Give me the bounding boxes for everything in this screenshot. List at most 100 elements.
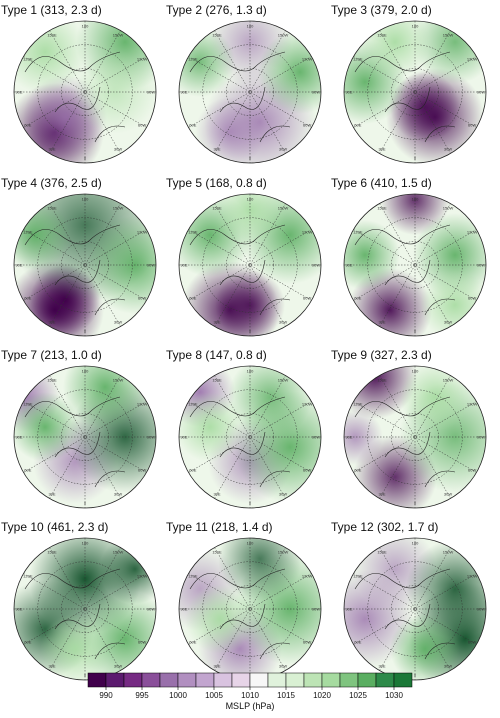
longitude-label: 120W (467, 402, 478, 407)
meridian (23, 229, 147, 301)
meridian (188, 56, 312, 128)
longitude-label: 30W (279, 320, 287, 325)
coastline (189, 568, 291, 660)
panel-title: Type 9 (327, 2.3 d) (331, 348, 432, 362)
longitude-label: 0 (84, 501, 87, 506)
colorbar-box (285, 672, 305, 688)
longitude-label: 60W (303, 468, 311, 473)
colorbar-tick-label: 1000 (169, 691, 187, 700)
coastline (354, 224, 456, 316)
longitude-label: 90E (180, 263, 187, 268)
mslp-field (344, 538, 486, 680)
longitude-label: 60W (138, 640, 146, 645)
longitude-label: 150W (113, 32, 124, 37)
longitude-label: 30W (114, 664, 122, 669)
colorbar-box (123, 672, 143, 688)
map-panel: Type 6 (410, 1.5 d) 180 150E 120E 90E 60E 30E 0… (331, 176, 487, 337)
latitude-circle (226, 68, 274, 116)
panel-title: Type 6 (410, 1.5 d) (331, 176, 432, 190)
pressure-blob (413, 213, 486, 297)
longitude-label: 60E (189, 296, 196, 301)
panel-title: Type 10 (461, 2.3 d) (1, 520, 108, 534)
latitude-circle (391, 413, 439, 461)
colorbar-box (321, 672, 341, 688)
longitude-label: 30W (114, 147, 122, 152)
longitude-label: 90W (477, 435, 485, 440)
longitude-label: 150E (377, 205, 387, 210)
longitude-label: 60W (303, 296, 311, 301)
colorbar-box (231, 672, 251, 688)
pressure-blob (413, 21, 486, 84)
longitude-label: 60E (24, 123, 31, 128)
longitude-label: 180 (247, 197, 254, 202)
meridian (188, 229, 312, 301)
longitude-label: 30E (378, 492, 385, 497)
map-border (178, 193, 322, 337)
longitude-label: 0 (249, 329, 252, 334)
coastline (189, 51, 291, 143)
coastline (189, 396, 291, 488)
meridian (214, 30, 286, 154)
panel-title: Type 7 (213, 1.0 d) (1, 348, 102, 362)
coastline (24, 51, 126, 143)
pressure-blob (179, 392, 245, 462)
panel-title: Type 8 (147, 0.8 d) (166, 348, 267, 362)
mslp-field (14, 538, 156, 680)
longitude-label: 120E (353, 230, 363, 235)
map-panel: Type 10 (461, 2.3 d) 180 150E 120E 90E 60E 30E… (1, 520, 157, 681)
longitude-label: 120E (353, 402, 363, 407)
longitude-label: 120W (137, 574, 148, 579)
longitude-label: 60W (138, 296, 146, 301)
latitude-circle (61, 68, 109, 116)
longitude-label: 90E (345, 607, 352, 612)
meridian (379, 203, 451, 327)
latitude-circle (226, 585, 274, 633)
longitude-label: 30E (213, 320, 220, 325)
meridian (214, 547, 286, 671)
meridian (188, 229, 312, 301)
latitude-circle (226, 241, 274, 289)
pressure-blob (390, 614, 460, 680)
longitude-label: 180 (247, 541, 254, 546)
longitude-label: 150W (113, 377, 124, 382)
map-panel: Type 2 (276, 1.3 d) 180 150E 120E 90E 60E 30E 0… (166, 3, 322, 164)
longitude-label: 90W (312, 607, 320, 612)
colorbar-box (393, 672, 413, 688)
longitude-label: 30E (48, 492, 55, 497)
longitude-label: 90E (345, 435, 352, 440)
colorbar-box (339, 672, 359, 688)
longitude-label: 180 (82, 369, 89, 374)
longitude-label: 90W (312, 435, 320, 440)
meridian (188, 573, 312, 645)
longitude-label: 120W (467, 57, 478, 62)
longitude-label: 60E (354, 468, 361, 473)
pressure-blob (40, 614, 110, 680)
longitude-label: 60W (468, 468, 476, 473)
map-panel: Type 11 (218, 1.4 d) 180 150E 120E 90E 60E 30E… (166, 520, 322, 681)
map-border (343, 20, 487, 164)
longitude-label: 150E (47, 377, 57, 382)
map-border (343, 193, 487, 337)
latitude-circle (391, 68, 439, 116)
meridian (188, 573, 312, 645)
meridian (49, 30, 121, 154)
longitude-label: 90W (312, 263, 320, 268)
meridian (49, 203, 121, 327)
map-panel: Type 5 (168, 0.8 d) 180 150E 120E 90E 60E 30E 0… (166, 176, 322, 337)
longitude-label: 150W (113, 205, 124, 210)
map-panel: Type 9 (327, 2.3 d) 180 150E 120E 90E 60E 30E 0… (331, 348, 487, 509)
map-border (13, 193, 157, 337)
longitude-label: 150W (278, 32, 289, 37)
longitude-label: 120E (353, 57, 363, 62)
longitude-label: 150E (377, 549, 387, 554)
longitude-label: 30E (213, 147, 220, 152)
longitude-label: 150E (47, 205, 57, 210)
pressure-blob (390, 72, 460, 142)
meridian (49, 203, 121, 327)
meridian (23, 401, 147, 473)
longitude-label: 90E (15, 90, 22, 95)
colorbar-box (267, 672, 287, 688)
pressure-blob (218, 538, 302, 601)
colorbar-box (141, 672, 161, 688)
longitude-label: 60W (303, 640, 311, 645)
